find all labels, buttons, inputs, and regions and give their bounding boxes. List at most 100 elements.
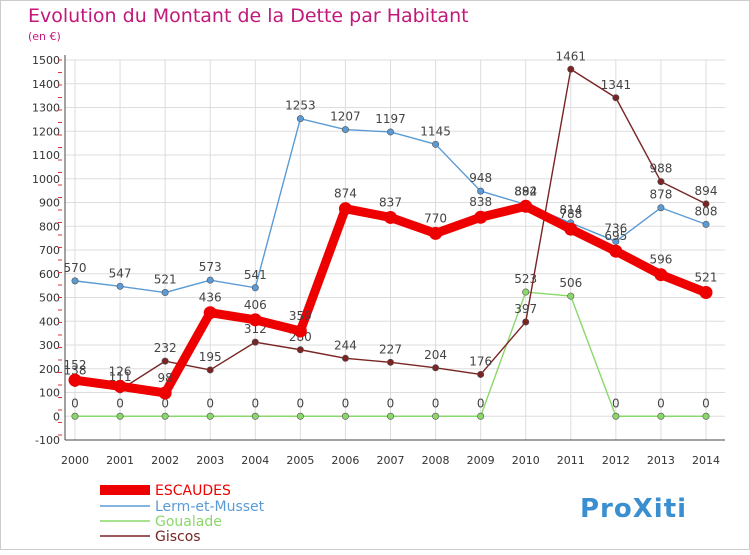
data-point bbox=[206, 276, 214, 284]
x-tick-label: 2001 bbox=[106, 454, 134, 467]
data-point bbox=[567, 292, 575, 300]
data-label: 0 bbox=[387, 396, 395, 410]
data-label: 195 bbox=[199, 350, 222, 364]
data-label: 0 bbox=[342, 396, 350, 410]
chart-title: Evolution du Montant de la Dette par Hab… bbox=[28, 5, 469, 27]
data-point bbox=[477, 412, 485, 420]
data-label: 0 bbox=[432, 396, 440, 410]
data-label: 541 bbox=[244, 268, 267, 282]
legend-label: Giscos bbox=[155, 529, 201, 545]
data-label: 0 bbox=[71, 396, 79, 410]
legend-label: ESCAUDES bbox=[155, 483, 231, 499]
data-point bbox=[699, 286, 713, 300]
data-label: 874 bbox=[334, 187, 357, 201]
x-tick-label: 2005 bbox=[286, 454, 314, 467]
data-point bbox=[432, 140, 440, 148]
data-point bbox=[203, 306, 217, 320]
data-label: 988 bbox=[649, 162, 672, 176]
data-label: 152 bbox=[64, 358, 87, 372]
data-point bbox=[68, 373, 82, 387]
data-label: 436 bbox=[199, 291, 222, 305]
data-label: 521 bbox=[695, 271, 718, 285]
y-tick-label: 1500 bbox=[32, 54, 60, 67]
y-tick-label: 1000 bbox=[32, 173, 60, 186]
y-tick-label: 300 bbox=[39, 339, 60, 352]
data-label: 1197 bbox=[375, 112, 406, 126]
data-label: 894 bbox=[695, 184, 718, 198]
x-tick-label: 2012 bbox=[602, 454, 630, 467]
data-label: 176 bbox=[469, 354, 492, 368]
y-tick-label: 1400 bbox=[32, 78, 60, 91]
data-point bbox=[384, 210, 397, 224]
data-label: 0 bbox=[657, 396, 665, 410]
x-tick-label: 2008 bbox=[422, 454, 450, 467]
data-label: 736 bbox=[604, 221, 627, 235]
data-label: 1145 bbox=[420, 124, 451, 138]
data-label: 523 bbox=[514, 272, 537, 286]
data-point bbox=[338, 202, 352, 216]
data-point bbox=[386, 412, 394, 420]
data-label: 359 bbox=[289, 309, 312, 323]
data-label: 838 bbox=[469, 195, 492, 209]
data-point bbox=[296, 346, 304, 354]
data-label: 111 bbox=[109, 370, 132, 384]
data-label: 948 bbox=[469, 171, 492, 185]
data-point bbox=[341, 354, 349, 362]
x-tick-label: 2013 bbox=[647, 454, 675, 467]
data-label: 0 bbox=[206, 396, 214, 410]
y-tick-label: 900 bbox=[39, 197, 60, 210]
y-tick-label: 100 bbox=[39, 387, 60, 400]
data-point bbox=[206, 412, 214, 420]
data-label: 232 bbox=[154, 341, 177, 355]
data-label: 0 bbox=[251, 396, 259, 410]
data-label: 1253 bbox=[285, 99, 316, 113]
data-point bbox=[386, 128, 394, 136]
data-label: 884 bbox=[514, 184, 537, 198]
data-label: 1341 bbox=[601, 78, 632, 92]
data-point bbox=[612, 237, 620, 245]
x-tick-label: 2002 bbox=[151, 454, 179, 467]
data-point bbox=[251, 284, 259, 292]
data-point bbox=[522, 288, 530, 296]
data-label: 837 bbox=[379, 195, 402, 209]
series-layer: 570 547 521 573 541 1253 1207 1197 1145 948 892 814… bbox=[64, 49, 718, 420]
data-point bbox=[71, 412, 79, 420]
y-tick-label: 1100 bbox=[32, 149, 60, 162]
data-label: 1207 bbox=[330, 110, 361, 124]
series-lerm-et-musset: 570 547 521 573 541 1253 1207 1197 1145 948 892 814… bbox=[64, 99, 718, 297]
data-label: 0 bbox=[477, 396, 485, 410]
x-tick-label: 2000 bbox=[61, 454, 89, 467]
y-tick-label: 1200 bbox=[32, 125, 60, 138]
data-point bbox=[432, 412, 440, 420]
data-point bbox=[71, 277, 79, 285]
y-tick-label: 200 bbox=[39, 363, 60, 376]
data-point bbox=[161, 357, 169, 365]
data-point bbox=[116, 412, 124, 420]
data-point bbox=[296, 412, 304, 420]
data-point bbox=[341, 126, 349, 134]
data-label: 244 bbox=[334, 338, 357, 352]
data-point bbox=[206, 366, 214, 374]
data-label: 204 bbox=[424, 348, 447, 362]
data-point bbox=[567, 65, 575, 73]
data-label: 0 bbox=[161, 396, 169, 410]
chart-subtitle: (en €) bbox=[28, 30, 61, 43]
data-point bbox=[296, 115, 304, 123]
data-point bbox=[161, 412, 169, 420]
data-label: 808 bbox=[695, 204, 718, 218]
y-tick-label: 400 bbox=[39, 315, 60, 328]
data-point bbox=[519, 199, 533, 213]
data-point bbox=[251, 412, 259, 420]
data-label: 596 bbox=[649, 253, 672, 267]
data-point bbox=[657, 204, 665, 212]
data-point bbox=[564, 222, 578, 236]
data-point bbox=[386, 358, 394, 366]
data-point bbox=[657, 412, 665, 420]
data-point bbox=[702, 220, 710, 228]
series-goualade: 0 0 0 0 0 0 0 0 0 0 523 506 0 0 0 bbox=[71, 272, 710, 420]
y-tick-label: 800 bbox=[39, 220, 60, 233]
x-tick-label: 2014 bbox=[692, 454, 720, 467]
